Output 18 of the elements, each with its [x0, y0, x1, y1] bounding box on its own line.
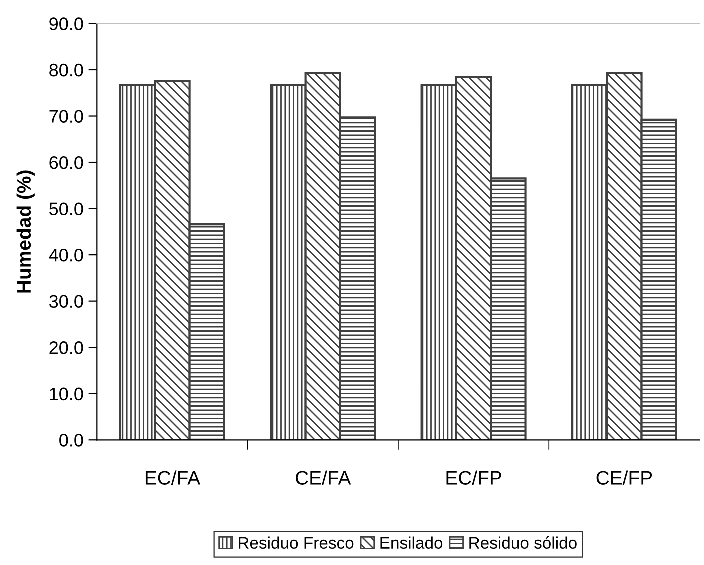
- y-tick-label: 90.0: [50, 18, 84, 30]
- y-tick-label: 50.0: [50, 202, 84, 216]
- y-tick-label: 40.0: [49, 249, 84, 262]
- legend-label: Ensilado: [380, 536, 443, 549]
- legend-label: Residuo sólido: [470, 536, 577, 549]
- y-tick-label: 70.0: [50, 110, 84, 123]
- y-tick-label: 20.0: [50, 342, 84, 354]
- x-tick-label: CE/FA: [296, 470, 352, 485]
- y-axis-title: Humedad (%): [16, 170, 35, 293]
- x-tick-label: CE/FP: [596, 470, 652, 485]
- y-tick-label: 80.0: [50, 64, 84, 77]
- y-tick-label: 10.0: [50, 388, 84, 401]
- legend-label: Residuo Fresco: [239, 536, 354, 549]
- x-tick-label: EC/FA: [146, 470, 201, 485]
- y-tick-label: 60.0: [50, 156, 84, 170]
- y-tick-label: 30.0: [50, 295, 84, 308]
- y-tick-label: 0.0: [60, 434, 84, 447]
- x-tick-label: EC/FP: [446, 470, 502, 485]
